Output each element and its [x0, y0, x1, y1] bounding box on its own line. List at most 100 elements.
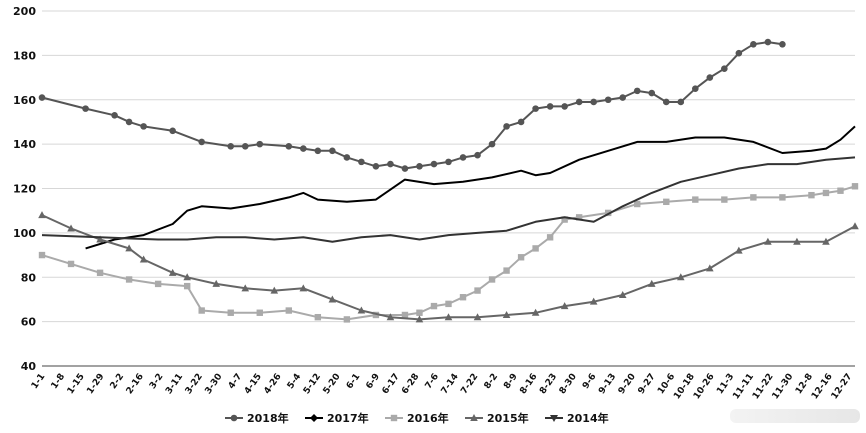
series-line	[41, 214, 856, 321]
data-point	[96, 235, 104, 243]
data-point	[96, 269, 104, 277]
legend-item-0: 2018年	[225, 411, 289, 425]
data-point	[285, 143, 293, 150]
data-point	[488, 276, 496, 283]
data-point	[139, 255, 148, 263]
legend-marker	[470, 414, 478, 421]
data-point	[735, 246, 743, 254]
x-tick-label: 11-30	[771, 372, 796, 401]
data-point	[125, 118, 133, 126]
data-point	[241, 143, 249, 150]
data-point	[270, 286, 279, 294]
data-point	[779, 194, 786, 201]
x-tick-label: 3-30	[203, 372, 224, 396]
data-point	[575, 214, 583, 221]
legend-label: 2014年	[567, 411, 609, 425]
data-point	[764, 38, 772, 46]
data-point	[779, 40, 786, 48]
data-point	[38, 94, 46, 101]
data-point	[358, 158, 365, 166]
data-point	[502, 310, 511, 318]
data-point	[808, 191, 815, 199]
x-tick-label: 1-15	[66, 372, 87, 396]
x-tick-label: 6-28	[400, 372, 421, 396]
data-point	[589, 297, 598, 305]
data-point	[764, 237, 772, 245]
data-point	[154, 280, 162, 288]
x-tick-label: 10-26	[692, 372, 717, 401]
data-point	[67, 260, 75, 268]
data-point	[372, 163, 380, 170]
legend-marker	[390, 414, 398, 422]
data-point	[692, 196, 699, 203]
data-point	[750, 194, 757, 201]
x-tick-label: 7-6	[424, 372, 442, 391]
legend-label: 2016年	[407, 411, 449, 425]
data-point	[299, 284, 308, 292]
data-point	[590, 98, 597, 106]
data-point	[474, 287, 481, 294]
x-tick-label: 4-26	[263, 372, 284, 396]
series-line	[41, 41, 783, 170]
data-point	[343, 316, 351, 323]
data-point	[474, 151, 481, 159]
data-point	[256, 140, 264, 148]
data-point	[357, 306, 366, 314]
data-point	[343, 154, 351, 161]
legend-label: 2018年	[247, 411, 289, 425]
x-tick-label: 8-23	[538, 372, 559, 396]
x-tick-label: 9-6	[581, 372, 599, 391]
x-tick-label: 5-4	[286, 372, 304, 391]
x-tick-label: 8-16	[518, 372, 539, 396]
data-point	[401, 165, 409, 172]
data-point	[227, 309, 234, 316]
data-point	[227, 143, 235, 150]
data-point	[561, 216, 568, 223]
data-point	[677, 98, 685, 106]
data-point	[633, 87, 641, 95]
data-point	[372, 311, 380, 319]
data-point	[721, 196, 728, 203]
y-tick-label: 80	[21, 271, 37, 284]
y-tick-label: 140	[13, 138, 36, 151]
data-point	[647, 279, 656, 287]
data-point	[314, 147, 322, 155]
data-point	[459, 154, 467, 161]
data-point	[212, 279, 221, 287]
y-tick-label: 60	[21, 316, 37, 329]
y-tick-label: 160	[13, 94, 36, 107]
legend-item-3: 2015年	[465, 411, 529, 425]
x-tick-label: 9-20	[617, 372, 638, 396]
data-point	[503, 123, 510, 130]
data-point	[416, 163, 423, 170]
data-point	[183, 282, 191, 290]
data-point	[82, 105, 89, 112]
data-point	[634, 200, 641, 208]
data-point	[546, 103, 554, 110]
x-tick-label: 2-16	[125, 372, 146, 396]
x-tick-label: 6-17	[381, 372, 402, 396]
x-tick-label: 1-1	[30, 372, 48, 391]
data-point	[401, 311, 409, 319]
data-point	[561, 103, 568, 110]
legend-label: 2017年	[327, 411, 369, 425]
data-point	[445, 300, 452, 308]
x-tick-label: 5-20	[322, 372, 343, 396]
data-point	[473, 313, 482, 321]
data-point	[793, 237, 801, 245]
data-point	[531, 308, 540, 316]
x-tick-label: 8-9	[502, 372, 520, 391]
y-tick-label: 180	[13, 49, 36, 62]
data-point	[67, 224, 75, 232]
data-point	[676, 273, 685, 281]
y-tick-label: 120	[13, 183, 36, 196]
data-point	[604, 209, 612, 217]
legend-marker	[230, 414, 238, 422]
data-point	[285, 307, 293, 314]
series-line	[85, 125, 856, 250]
data-point	[198, 138, 205, 146]
data-point	[488, 140, 496, 148]
data-point	[517, 254, 525, 261]
y-tick-label: 200	[13, 5, 36, 18]
data-point	[416, 309, 423, 316]
